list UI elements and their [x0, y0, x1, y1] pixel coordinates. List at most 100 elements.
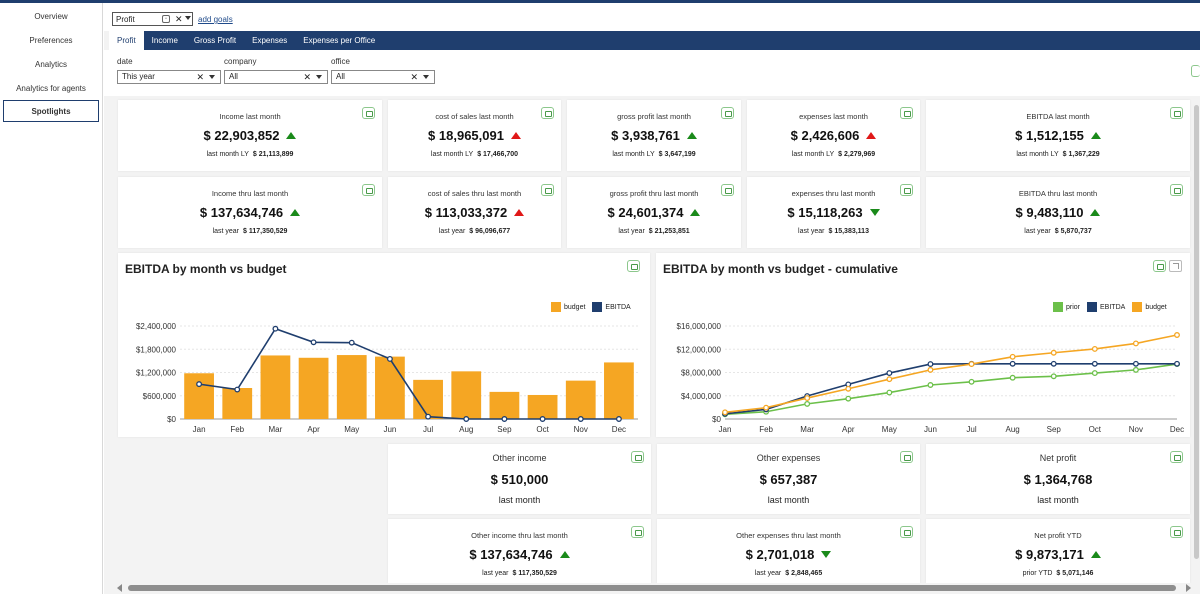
tab-profit[interactable]: Profit — [109, 31, 144, 50]
kpi-card: gross profit last month $ 3,938,761 last m… — [567, 100, 741, 171]
print-icon[interactable] — [362, 107, 375, 119]
chevron-down-icon[interactable] — [316, 75, 322, 79]
y-tick-label: $0 — [712, 415, 721, 424]
point-ebitda — [539, 416, 546, 422]
chevron-down-icon[interactable] — [423, 75, 429, 79]
kpi-card: cost of sales thru last month $ 113,033,3… — [388, 177, 561, 248]
print-icon[interactable] — [721, 184, 734, 196]
y-tick-label: $1,200,000 — [136, 369, 177, 378]
filter-label-company: company — [224, 57, 257, 66]
kpi-value-row: $ 1,512,155 — [926, 128, 1190, 143]
ebitda-budget-chart-card: EBITDA by month vs budget budget EBITDA … — [118, 253, 650, 437]
print-icon[interactable] — [627, 260, 640, 272]
kpi-comparison-value: $ 1,367,229 — [1062, 151, 1100, 158]
scrollbar-thumb[interactable] — [128, 585, 1176, 591]
kpi-comparison: last month LY $ 17,466,700 — [388, 151, 561, 158]
legend-label-budget[interactable]: budget — [564, 303, 586, 311]
kpi-value: $ 510,000 — [490, 472, 549, 487]
kpi-comparison-value: $ 17,466,700 — [477, 151, 519, 158]
kpi-comparison-label: prior YTD — [1022, 570, 1053, 577]
x-tick-label: Oct — [1089, 425, 1102, 434]
point-ebitda — [1009, 360, 1016, 367]
print-icon[interactable] — [1170, 107, 1183, 119]
print-icon[interactable] — [1191, 65, 1200, 77]
legend-swatch-ebitda — [592, 302, 603, 312]
legend-label-ebitda[interactable]: EBITDA — [605, 303, 631, 311]
sidebar-item-label: Overview — [34, 11, 68, 21]
date-filter-select[interactable]: This year ✕ — [117, 70, 221, 84]
chevron-down-icon[interactable] — [209, 75, 215, 79]
kpi-comparison-label: last month LY — [1016, 151, 1059, 158]
tab-expenses-per-office[interactable]: Expenses per Office — [303, 36, 376, 45]
kpi-comparison-label: last year — [482, 570, 509, 577]
point-budget — [1050, 349, 1057, 356]
print-icon[interactable] — [541, 184, 554, 196]
x-tick-label: May — [344, 425, 359, 434]
print-icon[interactable] — [721, 107, 734, 119]
kpi-value: $ 2,426,606 — [790, 128, 860, 143]
vertical-scrollbar[interactable] — [1193, 97, 1200, 575]
office-filter-select[interactable]: All ✕ — [331, 70, 435, 84]
point-ebitda — [234, 386, 241, 393]
clear-icon[interactable]: ✕ — [175, 14, 183, 24]
point-ebitda — [1174, 360, 1180, 367]
tab-income[interactable]: Income — [151, 36, 178, 45]
print-icon[interactable] — [1170, 451, 1183, 463]
point-prior — [886, 389, 893, 396]
ebitda-cumulative-chart-card: EBITDA by month vs budget - cumulative p… — [656, 253, 1190, 437]
tab-expenses[interactable]: Expenses — [252, 36, 288, 45]
sidebar-item-spotlights[interactable]: Spotlights — [3, 100, 99, 122]
sidebar-item-preferences[interactable]: Preferences — [0, 28, 102, 52]
main-content: Profit ▫ ✕ add goals Profit Income Gross… — [104, 3, 1200, 594]
goal-select[interactable]: Profit ▫ ✕ — [112, 12, 193, 26]
print-icon[interactable] — [631, 451, 644, 463]
legend-label-budget[interactable]: budget — [1145, 303, 1167, 311]
scroll-right-icon[interactable] — [1186, 584, 1191, 592]
x-tick-label: Jan — [193, 425, 206, 434]
expand-icon[interactable] — [1169, 260, 1182, 272]
print-icon[interactable] — [900, 184, 913, 196]
company-filter-select[interactable]: All ✕ — [224, 70, 328, 84]
print-icon[interactable] — [1153, 260, 1166, 272]
legend-swatch-ebitda — [1087, 302, 1098, 312]
trend-up-icon — [690, 209, 701, 216]
print-icon[interactable] — [900, 451, 913, 463]
print-icon[interactable] — [900, 107, 913, 119]
point-budget — [722, 409, 728, 416]
print-icon[interactable] — [1170, 526, 1183, 538]
print-icon[interactable] — [362, 184, 375, 196]
kpi-card: Net profit $ 1,364,768 last month — [926, 444, 1190, 514]
x-tick-label: Mar — [269, 425, 283, 434]
kpi-value: $ 113,033,372 — [424, 205, 508, 220]
clear-icon[interactable]: ✕ — [196, 72, 204, 82]
scrollbar-thumb[interactable] — [1194, 105, 1199, 559]
chevron-down-icon[interactable] — [185, 16, 191, 20]
scroll-left-icon[interactable] — [117, 584, 122, 592]
print-icon[interactable] — [631, 526, 644, 538]
clear-icon[interactable]: ✕ — [303, 72, 311, 82]
clear-icon[interactable]: ✕ — [410, 72, 418, 82]
kpi-comparison: prior YTD $ 5,071,146 — [926, 570, 1190, 577]
print-icon[interactable] — [900, 526, 913, 538]
sidebar-item-overview[interactable]: Overview — [0, 4, 102, 28]
sidebar-item-analytics[interactable]: Analytics — [0, 52, 102, 76]
y-tick-label: $0 — [167, 415, 176, 424]
legend-label-ebitda[interactable]: EBITDA — [1100, 303, 1126, 311]
trend-up-icon — [686, 132, 697, 139]
tab-bar: Profit Income Gross Profit Expenses Expe… — [109, 31, 1200, 50]
x-tick-label: Aug — [1006, 425, 1020, 434]
print-icon[interactable] — [541, 107, 554, 119]
x-tick-label: Aug — [459, 425, 473, 434]
chart-legend: budget EBITDA — [544, 302, 631, 312]
bar-budget — [527, 394, 558, 419]
tab-gross-profit[interactable]: Gross Profit — [193, 36, 237, 45]
print-icon[interactable] — [1170, 184, 1183, 196]
point-prior — [1050, 373, 1057, 380]
sidebar-item-analytics-for-agents[interactable]: Analytics for agents — [0, 76, 102, 100]
bar-budget — [375, 356, 405, 419]
kpi-card: Other income thru last month $ 137,634,74… — [388, 519, 651, 583]
add-goals-link[interactable]: add goals — [198, 15, 233, 24]
filter-label-date: date — [117, 57, 133, 66]
horizontal-scrollbar[interactable] — [114, 583, 1194, 592]
legend-label-prior[interactable]: prior — [1066, 303, 1081, 311]
